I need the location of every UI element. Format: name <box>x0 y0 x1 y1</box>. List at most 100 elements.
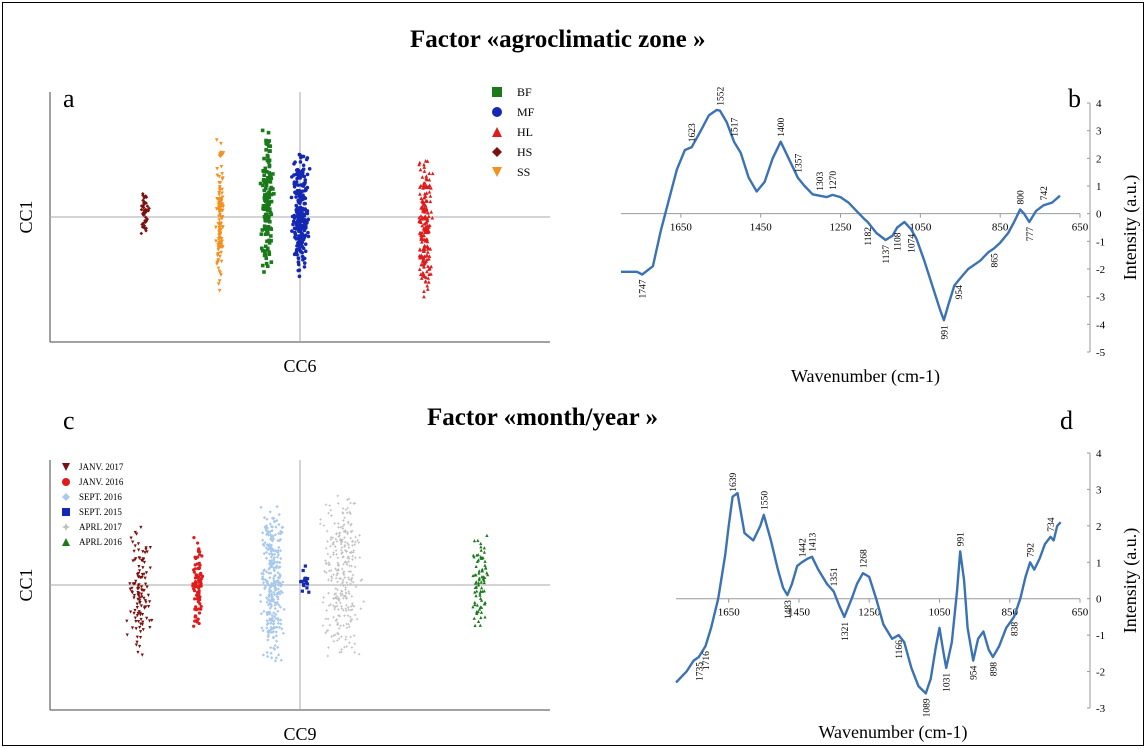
data-point <box>429 272 433 276</box>
data-point <box>266 629 270 634</box>
data-point <box>128 587 132 591</box>
data-point <box>263 525 267 529</box>
data-point <box>148 600 152 604</box>
data-point <box>482 550 486 554</box>
data-point <box>350 645 354 650</box>
data-point <box>267 252 272 257</box>
data-point <box>144 546 148 550</box>
data-point <box>347 556 351 561</box>
data-point <box>339 604 344 609</box>
data-point <box>137 556 141 560</box>
data-point <box>268 565 272 570</box>
data-point <box>347 564 352 568</box>
data-point <box>318 522 322 526</box>
data-point <box>269 589 273 593</box>
data-point <box>279 556 283 561</box>
data-point <box>265 198 270 202</box>
data-point <box>418 272 423 276</box>
data-point <box>424 174 429 178</box>
data-point <box>351 580 355 584</box>
data-point <box>352 501 356 506</box>
data-point <box>273 587 277 591</box>
data-point <box>352 548 356 553</box>
data-point <box>333 605 338 609</box>
data-point <box>267 207 272 211</box>
data-point <box>341 580 345 584</box>
data-point <box>295 171 300 175</box>
data-point <box>334 537 338 541</box>
data-point <box>474 585 479 589</box>
data-point <box>266 248 270 252</box>
data-point <box>345 622 349 626</box>
data-point <box>144 571 149 575</box>
data-point <box>217 193 222 197</box>
data-point <box>219 259 224 264</box>
data-point <box>217 269 222 274</box>
data-point <box>295 167 300 172</box>
data-point <box>341 596 345 600</box>
data-point <box>145 616 149 621</box>
data-point <box>148 566 152 570</box>
data-point <box>270 551 274 556</box>
peak-label: 1351 <box>830 567 840 586</box>
data-point <box>259 611 263 616</box>
data-point <box>268 559 272 563</box>
data-point <box>346 543 351 547</box>
data-point <box>421 199 425 203</box>
data-point <box>300 250 304 255</box>
data-point <box>297 152 302 157</box>
data-point <box>272 557 276 561</box>
data-point <box>217 186 222 191</box>
data-point <box>301 582 306 586</box>
data-point <box>267 250 271 255</box>
data-point <box>261 629 265 633</box>
peak-label: 1413 <box>809 533 819 552</box>
data-point <box>264 256 269 261</box>
data-point <box>142 560 147 565</box>
data-point <box>219 141 223 146</box>
data-point <box>261 581 266 585</box>
data-point <box>264 578 268 582</box>
legend-marker <box>62 538 70 546</box>
data-point <box>331 603 335 608</box>
data-point <box>278 549 283 553</box>
data-point <box>350 550 354 555</box>
data-point <box>265 239 269 244</box>
data-point <box>418 192 422 196</box>
legend-label: APRL 2016 <box>79 537 122 547</box>
data-point <box>353 642 357 646</box>
data-point <box>299 580 303 584</box>
data-point <box>260 577 264 581</box>
legend-marker <box>62 508 70 516</box>
data-point <box>334 587 338 591</box>
data-point <box>303 201 307 206</box>
data-point <box>349 577 353 581</box>
data-point <box>479 580 483 584</box>
data-point <box>332 634 336 638</box>
data-point <box>192 624 196 628</box>
data-point <box>277 590 281 594</box>
y-tick-label: 3 <box>1096 126 1102 138</box>
y-tick-label: -3 <box>1096 292 1106 304</box>
peak-label: 1108 <box>894 232 904 251</box>
data-point <box>266 597 270 602</box>
legend-label: JANV. 2016 <box>79 477 124 487</box>
data-point <box>420 223 424 228</box>
data-point <box>427 177 432 182</box>
data-point <box>478 591 482 595</box>
data-point <box>476 619 481 623</box>
data-point <box>264 529 269 533</box>
data-point <box>302 265 307 269</box>
data-point <box>347 625 351 629</box>
data-point <box>266 201 271 206</box>
data-point <box>264 524 269 528</box>
data-point <box>471 605 475 609</box>
data-point <box>344 585 348 590</box>
data-point <box>299 170 304 175</box>
data-point <box>306 230 310 235</box>
data-point <box>297 274 302 279</box>
legend-label: SS <box>517 165 530 179</box>
data-point <box>196 541 200 545</box>
data-point <box>264 261 269 266</box>
data-point <box>300 589 304 593</box>
